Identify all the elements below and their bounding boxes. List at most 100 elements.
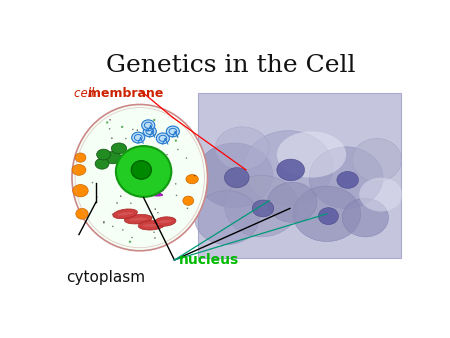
Ellipse shape	[215, 127, 269, 170]
Ellipse shape	[116, 146, 171, 197]
Ellipse shape	[143, 224, 160, 227]
Ellipse shape	[147, 192, 149, 193]
Ellipse shape	[73, 185, 88, 197]
Ellipse shape	[131, 161, 151, 179]
Ellipse shape	[154, 134, 156, 136]
Ellipse shape	[145, 187, 147, 188]
Ellipse shape	[156, 133, 169, 144]
Ellipse shape	[136, 186, 163, 191]
Ellipse shape	[76, 209, 88, 219]
Ellipse shape	[158, 220, 172, 223]
Ellipse shape	[120, 195, 122, 197]
Ellipse shape	[132, 129, 134, 130]
Ellipse shape	[244, 131, 333, 204]
Ellipse shape	[135, 172, 160, 177]
Ellipse shape	[319, 208, 338, 224]
Ellipse shape	[143, 126, 156, 137]
Ellipse shape	[225, 175, 298, 237]
Ellipse shape	[277, 159, 305, 181]
Ellipse shape	[129, 218, 147, 221]
Ellipse shape	[128, 213, 129, 214]
Ellipse shape	[72, 104, 207, 251]
Ellipse shape	[122, 229, 124, 231]
Ellipse shape	[157, 212, 159, 214]
Ellipse shape	[127, 150, 129, 153]
Ellipse shape	[268, 182, 317, 222]
Ellipse shape	[176, 136, 178, 138]
Ellipse shape	[166, 126, 180, 137]
Ellipse shape	[194, 175, 195, 176]
Ellipse shape	[142, 120, 155, 131]
Ellipse shape	[95, 162, 97, 164]
Ellipse shape	[154, 217, 176, 226]
Ellipse shape	[196, 143, 273, 208]
Ellipse shape	[138, 221, 164, 230]
Ellipse shape	[106, 121, 108, 124]
Ellipse shape	[121, 126, 123, 128]
Ellipse shape	[129, 241, 131, 243]
Ellipse shape	[99, 155, 101, 157]
Ellipse shape	[132, 132, 145, 143]
Ellipse shape	[72, 165, 86, 175]
Text: membrane: membrane	[88, 87, 163, 100]
Ellipse shape	[95, 159, 109, 169]
Ellipse shape	[136, 129, 138, 131]
Ellipse shape	[309, 147, 383, 209]
Ellipse shape	[177, 149, 179, 150]
Text: nucleus: nucleus	[179, 253, 239, 267]
Ellipse shape	[293, 186, 361, 242]
Ellipse shape	[137, 172, 139, 173]
Ellipse shape	[116, 202, 118, 204]
Ellipse shape	[359, 178, 402, 212]
Ellipse shape	[75, 153, 86, 162]
Bar	[198, 93, 401, 259]
Ellipse shape	[148, 221, 150, 222]
Ellipse shape	[148, 135, 149, 137]
Ellipse shape	[138, 181, 164, 187]
Text: cell: cell	[74, 87, 98, 100]
Ellipse shape	[153, 119, 155, 121]
Ellipse shape	[104, 151, 122, 164]
Ellipse shape	[103, 222, 105, 224]
Ellipse shape	[120, 162, 122, 164]
Text: Genetics in the Cell: Genetics in the Cell	[106, 54, 356, 77]
Ellipse shape	[175, 140, 177, 142]
Ellipse shape	[124, 214, 152, 224]
Ellipse shape	[112, 213, 113, 215]
Ellipse shape	[135, 176, 163, 182]
Ellipse shape	[130, 149, 133, 151]
Ellipse shape	[143, 145, 144, 147]
Ellipse shape	[126, 215, 127, 217]
Ellipse shape	[277, 131, 346, 178]
Ellipse shape	[186, 158, 187, 159]
Ellipse shape	[194, 191, 259, 245]
Ellipse shape	[337, 171, 359, 188]
Ellipse shape	[103, 221, 105, 223]
Ellipse shape	[122, 184, 123, 185]
Ellipse shape	[112, 226, 113, 227]
Ellipse shape	[97, 149, 111, 160]
Ellipse shape	[342, 198, 388, 237]
Ellipse shape	[154, 237, 156, 239]
Ellipse shape	[111, 138, 112, 139]
Ellipse shape	[186, 174, 198, 184]
Ellipse shape	[252, 200, 274, 217]
Ellipse shape	[352, 138, 401, 182]
Ellipse shape	[166, 154, 168, 155]
Ellipse shape	[109, 119, 111, 121]
Ellipse shape	[96, 196, 98, 198]
Ellipse shape	[225, 168, 249, 188]
Ellipse shape	[113, 209, 137, 219]
Text: cytoplasm: cytoplasm	[67, 270, 146, 285]
Ellipse shape	[109, 128, 110, 129]
Ellipse shape	[92, 182, 93, 184]
Ellipse shape	[125, 138, 126, 139]
Ellipse shape	[159, 193, 160, 195]
Ellipse shape	[134, 190, 163, 196]
Ellipse shape	[154, 208, 156, 210]
Ellipse shape	[183, 196, 194, 206]
Ellipse shape	[111, 143, 127, 154]
Ellipse shape	[117, 212, 133, 216]
Ellipse shape	[176, 195, 177, 196]
Ellipse shape	[155, 182, 157, 184]
